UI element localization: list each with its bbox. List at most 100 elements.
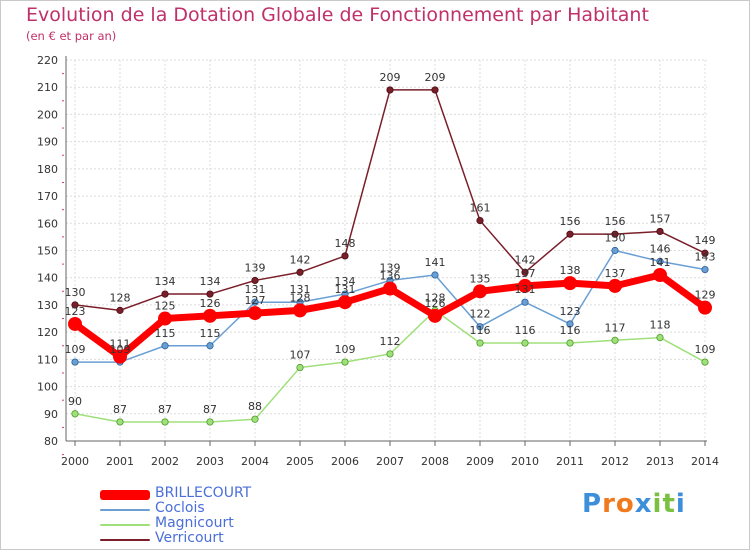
data-point-coclois <box>431 271 439 279</box>
data-point-verricourt <box>341 252 349 260</box>
data-label-brillecourt: 128 <box>290 291 311 304</box>
data-point-brillecourt <box>68 316 82 331</box>
data-label-magnicourt: 118 <box>650 319 671 332</box>
logo-letter: r <box>602 489 616 519</box>
data-point-brillecourt <box>383 281 397 296</box>
data-point-verricourt <box>701 249 709 257</box>
y-tick-label: 220 <box>37 54 58 67</box>
data-label-verricourt: 157 <box>650 212 671 225</box>
data-point-verricourt <box>566 230 574 238</box>
data-label-magnicourt: 109 <box>695 343 716 356</box>
data-point-magnicourt <box>476 339 484 347</box>
data-label-magnicourt: 128 <box>425 291 446 304</box>
legend-label: BRILLECOURT <box>155 485 252 501</box>
data-label-coclois: 122 <box>470 308 491 321</box>
data-label-coclois: 143 <box>695 251 716 264</box>
data-label-magnicourt: 87 <box>203 403 217 416</box>
data-point-magnicourt <box>611 336 619 344</box>
data-label-brillecourt: 136 <box>380 270 401 283</box>
data-label-coclois: 131 <box>245 283 266 296</box>
legend-label: Magnicourt <box>155 515 234 531</box>
data-label-magnicourt: 87 <box>158 403 172 416</box>
x-tick-label: 2008 <box>421 455 449 468</box>
y-tick-label: 190 <box>37 136 58 149</box>
y-tick-label: 150 <box>37 245 58 258</box>
data-label-magnicourt: 90 <box>68 395 82 408</box>
y-tick-label: 210 <box>37 81 58 94</box>
data-label-magnicourt: 116 <box>470 324 491 337</box>
data-point-verricourt <box>71 301 79 309</box>
data-point-magnicourt <box>521 339 529 347</box>
x-tick-label: 2003 <box>196 455 224 468</box>
legend-swatch <box>100 490 150 500</box>
data-point-brillecourt <box>473 284 487 299</box>
data-point-magnicourt <box>296 363 304 372</box>
data-point-coclois <box>476 323 484 331</box>
x-tick-label: 2010 <box>511 455 539 468</box>
data-label-brillecourt: 123 <box>65 305 86 318</box>
y-tick-label: 130 <box>37 299 58 312</box>
data-label-magnicourt: 87 <box>113 403 127 416</box>
data-label-verricourt: 149 <box>695 234 716 247</box>
data-point-brillecourt <box>203 308 217 323</box>
logo-letter: x <box>634 489 653 519</box>
data-label-coclois: 141 <box>425 256 446 269</box>
data-label-verricourt: 128 <box>110 291 131 304</box>
data-point-brillecourt <box>698 300 712 315</box>
data-label-coclois: 131 <box>515 283 536 296</box>
data-point-coclois <box>566 320 574 328</box>
data-label-verricourt: 156 <box>560 215 581 228</box>
x-tick-label: 2001 <box>106 455 134 468</box>
y-tick-label: 90 <box>44 408 58 421</box>
data-point-verricourt <box>161 290 169 298</box>
data-label-brillecourt: 127 <box>245 294 266 307</box>
x-tick-label: 2012 <box>601 455 629 468</box>
data-point-brillecourt <box>338 295 352 310</box>
data-label-verricourt: 209 <box>425 71 446 84</box>
data-point-magnicourt <box>701 358 709 366</box>
data-label-magnicourt: 117 <box>605 321 626 334</box>
x-tick-label: 2011 <box>556 455 584 468</box>
logo-letter: P <box>582 489 603 519</box>
data-point-coclois <box>161 342 169 350</box>
data-label-brillecourt: 138 <box>560 264 581 277</box>
data-point-magnicourt <box>251 415 259 423</box>
data-point-brillecourt <box>293 303 307 318</box>
data-point-verricourt <box>476 216 484 225</box>
data-point-brillecourt <box>248 306 262 321</box>
data-point-verricourt <box>206 290 214 298</box>
data-label-coclois: 115 <box>200 327 221 340</box>
data-point-verricourt <box>431 86 439 94</box>
data-label-coclois: 123 <box>560 305 581 318</box>
data-point-brillecourt <box>608 278 622 293</box>
y-tick-label: 180 <box>37 163 58 176</box>
legend-label: Verricourt <box>155 530 224 546</box>
data-label-coclois: 131 <box>290 283 311 296</box>
data-label-coclois: 134 <box>335 275 356 288</box>
data-label-brillecourt: 141 <box>650 256 671 269</box>
data-point-magnicourt <box>386 350 394 358</box>
data-point-coclois <box>71 358 79 366</box>
legend-swatch <box>100 524 150 526</box>
data-point-magnicourt <box>206 418 214 426</box>
data-point-magnicourt <box>566 339 574 347</box>
data-point-verricourt <box>251 276 259 285</box>
y-tick-label: 110 <box>37 353 58 366</box>
y-tick-label: 200 <box>37 108 58 121</box>
x-tick-label: 2002 <box>151 455 179 468</box>
data-point-coclois <box>701 265 709 274</box>
data-point-magnicourt <box>161 418 169 426</box>
data-point-magnicourt <box>341 358 349 366</box>
data-label-magnicourt: 112 <box>380 335 401 348</box>
data-point-coclois <box>251 298 259 306</box>
x-tick-label: 2000 <box>61 455 89 468</box>
data-point-verricourt <box>521 268 529 276</box>
data-point-coclois <box>611 246 619 255</box>
data-point-coclois <box>656 257 664 265</box>
data-point-magnicourt <box>71 410 79 418</box>
x-tick-label: 2007 <box>376 455 404 468</box>
data-label-brillecourt: 126 <box>425 297 446 310</box>
logo-letter: i <box>652 489 663 519</box>
chart-subtitle: (en € et par an) <box>26 29 117 43</box>
x-tick-label: 2005 <box>286 455 314 468</box>
